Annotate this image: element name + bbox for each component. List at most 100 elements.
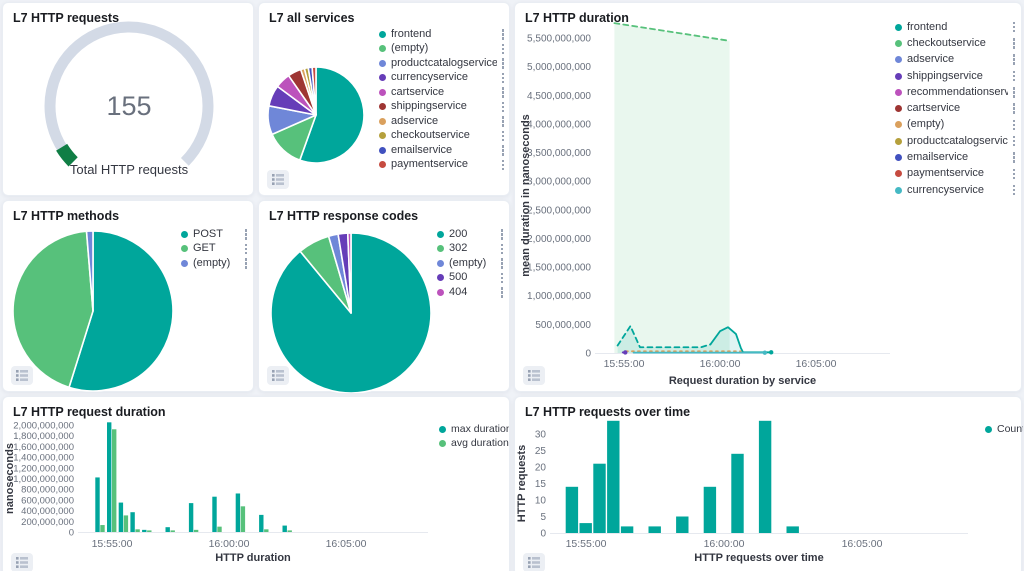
legend-item[interactable]: productcatalogservice (895, 133, 1015, 149)
legend-options-kebab-icon[interactable] (500, 272, 503, 283)
legend-options-kebab-icon[interactable] (501, 130, 504, 141)
legend-label[interactable]: max duration (451, 423, 509, 435)
legend-label[interactable]: 500 (449, 272, 468, 284)
legend-label[interactable]: (empty) (449, 257, 487, 269)
legend-label[interactable]: emailservice (391, 144, 453, 156)
legend-options-kebab-icon[interactable] (1012, 103, 1015, 114)
gauge-chart[interactable]: 155 Total HTTP requests (3, 3, 255, 197)
legend-item[interactable]: adservice (379, 114, 504, 129)
legend-options-kebab-icon[interactable] (501, 58, 504, 69)
legend-label[interactable]: productcatalogservice (907, 135, 1008, 147)
legend-label[interactable]: shippingservice (907, 70, 983, 82)
legend-toggle-button[interactable] (267, 170, 289, 189)
legend-item[interactable]: 200 (437, 227, 503, 242)
legend-options-kebab-icon[interactable] (501, 116, 504, 127)
legend-options-kebab-icon[interactable] (1012, 119, 1015, 131)
legend-options-kebab-icon[interactable] (501, 29, 504, 40)
legend-item[interactable]: shippingservice (895, 68, 1015, 84)
legend-item[interactable]: POST (181, 227, 247, 242)
legend-item[interactable]: cartservice (895, 100, 1015, 116)
legend-toggle-button[interactable] (11, 366, 33, 385)
legend-item[interactable]: productcatalogservice (379, 56, 504, 71)
legend-options-kebab-icon[interactable] (1012, 152, 1015, 163)
response-codes-pie-chart[interactable] (259, 201, 511, 393)
request-duration-bar-chart[interactable]: 0200,000,000400,000,000600,000,000800,00… (3, 397, 511, 571)
legend-options-kebab-icon[interactable] (1012, 184, 1015, 196)
legend-label[interactable]: paymentservice (907, 168, 985, 180)
legend-item[interactable]: paymentservice (895, 166, 1015, 182)
legend-options-kebab-icon[interactable] (1012, 87, 1015, 98)
legend-label[interactable]: paymentservice (391, 159, 469, 171)
legend-item[interactable]: 404 (437, 285, 503, 300)
legend-label[interactable]: shippingservice (391, 101, 467, 113)
legend-options-kebab-icon[interactable] (1012, 21, 1015, 33)
legend-options-kebab-icon[interactable] (501, 159, 504, 170)
legend-options-kebab-icon[interactable] (501, 101, 504, 112)
legend-item[interactable]: paymentservice (379, 158, 504, 173)
legend-options-kebab-icon[interactable] (244, 243, 247, 254)
legend-label[interactable]: (empty) (907, 119, 945, 131)
legend-label[interactable]: currencyservice (907, 184, 985, 196)
all-services-pie-chart[interactable] (259, 3, 511, 197)
legend-options-kebab-icon[interactable] (501, 43, 504, 54)
legend-item[interactable]: (empty) (181, 256, 247, 271)
legend-label[interactable]: POST (193, 228, 223, 240)
legend-label[interactable]: 404 (449, 286, 468, 298)
legend-item[interactable]: checkoutservice (379, 129, 504, 144)
legend-label[interactable]: cartservice (391, 86, 445, 98)
legend-item[interactable]: cartservice (379, 85, 504, 100)
legend-toggle-button[interactable] (11, 553, 33, 571)
legend-item[interactable]: GET (181, 242, 247, 257)
legend-options-kebab-icon[interactable] (500, 287, 503, 298)
legend-item[interactable]: (empty) (895, 117, 1015, 133)
legend-item[interactable]: Count (985, 422, 1023, 437)
legend-options-kebab-icon[interactable] (1012, 54, 1015, 65)
legend-label[interactable]: adservice (907, 54, 955, 66)
legend-label[interactable]: avg duration (451, 438, 509, 450)
legend-label[interactable]: 302 (449, 243, 468, 255)
legend-label[interactable]: recommendationservice (907, 86, 1008, 98)
legend-label[interactable]: productcatalogservice (391, 57, 497, 69)
legend-label[interactable]: 200 (449, 228, 468, 240)
legend-options-kebab-icon[interactable] (1012, 70, 1015, 82)
legend-label[interactable]: GET (193, 243, 216, 255)
legend-toggle-button[interactable] (523, 553, 545, 571)
legend-label[interactable]: adservice (391, 115, 439, 127)
legend-label[interactable]: checkoutservice (907, 37, 986, 49)
legend-label[interactable]: currencyservice (391, 72, 469, 84)
legend-item[interactable]: avg duration (439, 437, 509, 452)
legend-item[interactable]: (empty) (379, 42, 504, 57)
legend-options-kebab-icon[interactable] (244, 229, 247, 240)
legend-item[interactable]: emailservice (895, 149, 1015, 165)
legend-options-kebab-icon[interactable] (1012, 135, 1015, 147)
legend-item[interactable]: frontend (895, 19, 1015, 35)
requests-over-time-bar-chart[interactable]: 0 5 10 15 20 25 30 15:55:00 16:00:00 16:05:00 HTTP… (515, 397, 1023, 571)
http-methods-pie-chart[interactable] (3, 201, 255, 393)
legend-item[interactable]: currencyservice (379, 71, 504, 86)
legend-item[interactable]: (empty) (437, 256, 503, 271)
legend-options-kebab-icon[interactable] (501, 87, 504, 98)
legend-label[interactable]: checkoutservice (391, 130, 470, 142)
legend-label[interactable]: cartservice (907, 103, 961, 115)
legend-label[interactable]: (empty) (193, 257, 231, 269)
legend-item[interactable]: emailservice (379, 143, 504, 158)
legend-label[interactable]: frontend (907, 21, 948, 33)
legend-item[interactable]: checkoutservice (895, 35, 1015, 51)
legend-options-kebab-icon[interactable] (500, 229, 503, 240)
legend-item[interactable]: currencyservice (895, 182, 1015, 198)
legend-item[interactable]: recommendationservice (895, 84, 1015, 100)
legend-item[interactable]: max duration (439, 422, 509, 437)
legend-item[interactable]: 500 (437, 271, 503, 286)
http-duration-line-chart[interactable]: 0 500,000,000 1,000,000,000 1,500,000,000 2,… (515, 3, 1023, 393)
legend-options-kebab-icon[interactable] (500, 258, 503, 269)
legend-toggle-button[interactable] (267, 366, 289, 385)
legend-item[interactable]: 302 (437, 242, 503, 257)
legend-item[interactable]: frontend (379, 27, 504, 42)
legend-toggle-button[interactable] (523, 366, 545, 385)
legend-options-kebab-icon[interactable] (244, 258, 247, 269)
legend-label[interactable]: emailservice (907, 152, 969, 164)
legend-item[interactable]: adservice (895, 52, 1015, 68)
legend-options-kebab-icon[interactable] (1012, 38, 1015, 49)
legend-label[interactable]: Count (997, 423, 1023, 435)
legend-options-kebab-icon[interactable] (501, 72, 504, 83)
